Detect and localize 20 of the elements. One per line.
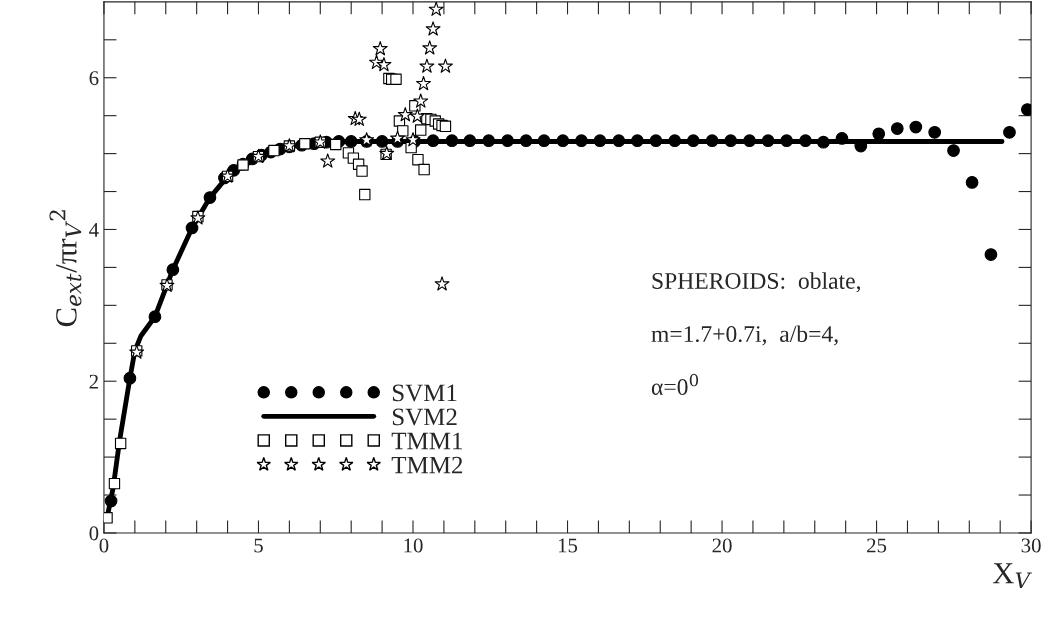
annotation: SPHEROIDS: oblate, — [652, 272, 861, 293]
x-tick-label: 10 — [404, 538, 423, 553]
annotation: α=0$^{0}$ — [651, 373, 699, 395]
legend-label: TMM1 — [391, 432, 462, 450]
legend-label: TMM2 — [391, 456, 463, 474]
x-tick-label: 20 — [712, 538, 732, 553]
legend-label: SVM1 — [392, 384, 457, 402]
x-tick-label: 15 — [558, 538, 578, 553]
y-tick-label: 0 — [89, 526, 99, 541]
x-tick-label: 30 — [1021, 538, 1041, 553]
x-axis-title: X$_{V}$ — [992, 563, 1032, 589]
legend-label: SVM2 — [392, 408, 457, 426]
x-tick-label: 5 — [254, 538, 263, 553]
y-tick-label: 2 — [89, 374, 98, 389]
x-tick-label: 0 — [99, 538, 109, 553]
annotation: m=1.7+0.7i, a/b=4, — [651, 325, 838, 346]
y-tick-label: 6 — [89, 71, 99, 86]
x-tick-label: 25 — [867, 538, 887, 553]
y-tick-label: 4 — [89, 222, 99, 237]
y-axis-title: C$_{ext}$/πr$_{V}$$^{2}$ — [49, 210, 82, 327]
